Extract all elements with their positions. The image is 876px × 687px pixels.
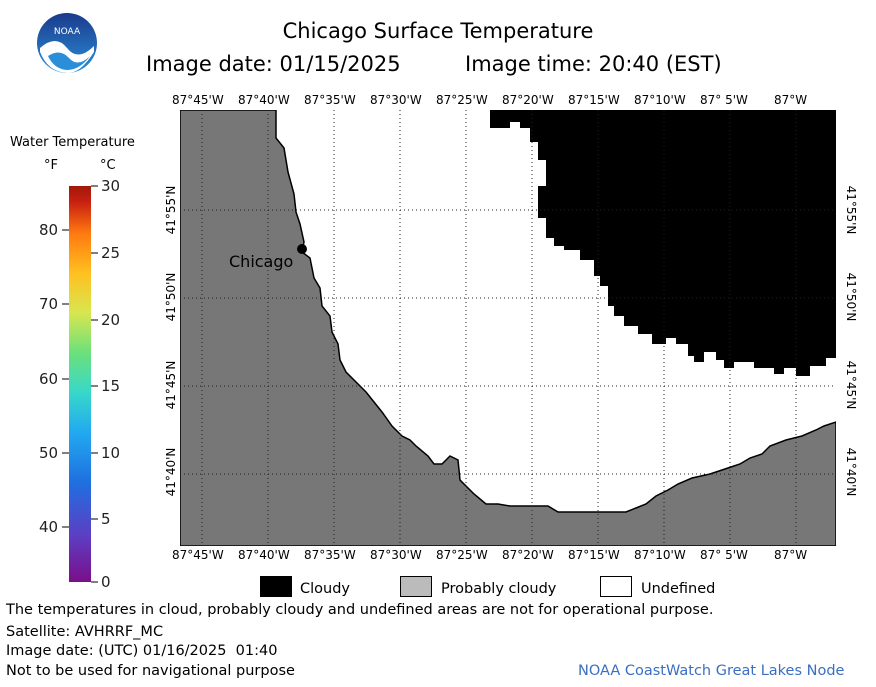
unit-celsius: °C: [100, 158, 116, 173]
lon-tick-bottom: 87°35'W: [304, 548, 356, 562]
lon-tick-bottom: 87°20'W: [502, 548, 554, 562]
map-title: Chicago Surface Temperature: [282, 19, 594, 43]
lat-tick-right: 41°50'N: [844, 272, 858, 322]
f-tick: 50: [39, 444, 59, 462]
lon-tick-top: 87° 5'W: [700, 93, 748, 107]
c-tick: 20: [101, 311, 121, 329]
city-label: Chicago: [229, 252, 294, 271]
lon-tick-top: 87°W: [774, 93, 808, 107]
cloudy-label: Cloudy: [300, 581, 350, 597]
satellite-label: Satellite: AVHRRF_MC: [6, 624, 164, 640]
nav-warning: Not to be used for navigational purpose: [6, 663, 295, 679]
probably-cloudy-label: Probably cloudy: [441, 581, 557, 597]
f-tick: 60: [39, 370, 59, 388]
image-date: Image date: 01/15/2025: [146, 52, 401, 76]
lon-tick-top: 87°40'W: [238, 93, 290, 107]
logo-text: NOAA: [54, 27, 81, 37]
lon-tick-top: 87°45'W: [172, 93, 224, 107]
lon-tick-bottom: 87°45'W: [172, 548, 224, 562]
utc-date: Image date: (UTC) 01/16/2025 01:40: [6, 643, 278, 659]
f-tick: 40: [39, 518, 59, 536]
c-tick: 10: [101, 444, 121, 462]
lon-tick-bottom: 87°40'W: [238, 548, 290, 562]
lon-tick-bottom: 87°30'W: [370, 548, 422, 562]
unit-fahrenheit: °F: [44, 158, 58, 173]
disclaimer: The temperatures in cloud, probably clou…: [6, 602, 714, 618]
land-area: [180, 110, 836, 546]
lon-tick-bottom: 87°W: [774, 548, 808, 562]
c-tick: 0: [101, 573, 111, 591]
lon-tick-bottom: 87°10'W: [634, 548, 686, 562]
lat-tick-left: 41°50'N: [164, 272, 178, 322]
temperature-map: [180, 110, 836, 546]
noaa-logo: NOAA: [37, 13, 97, 74]
f-tick: 70: [39, 295, 59, 313]
lat-tick-left: 41°40'N: [164, 447, 178, 497]
c-tick: 30: [101, 177, 121, 195]
lon-tick-top: 87°20'W: [502, 93, 554, 107]
cloudy-swatch: [260, 576, 292, 597]
c-tick: 25: [101, 244, 121, 262]
color-scale-bar: [69, 186, 91, 582]
lat-tick-left: 41°55'N: [164, 185, 178, 235]
undefined-label: Undefined: [641, 581, 716, 597]
lon-tick-top: 87°30'W: [370, 93, 422, 107]
lon-tick-top: 87°15'W: [568, 93, 620, 107]
cloudy-area: [490, 110, 836, 376]
lon-tick-bottom: 87°25'W: [436, 548, 488, 562]
legend-title: Water Temperature: [10, 135, 135, 150]
lat-tick-right: 41°55'N: [844, 185, 858, 235]
probably-cloudy-swatch: [400, 576, 432, 597]
chicago-marker: [297, 244, 307, 254]
c-tick: 5: [101, 510, 111, 528]
lat-tick-right: 41°45'N: [844, 360, 858, 410]
lon-tick-top: 87°25'W: [436, 93, 488, 107]
lon-tick-top: 87°10'W: [634, 93, 686, 107]
lat-tick-right: 41°40'N: [844, 447, 858, 497]
lat-tick-left: 41°45'N: [164, 360, 178, 410]
credit-link[interactable]: NOAA CoastWatch Great Lakes Node: [578, 663, 845, 679]
graticule: [180, 110, 836, 546]
c-tick: 15: [101, 377, 121, 395]
lon-tick-top: 87°35'W: [304, 93, 356, 107]
undefined-swatch: [600, 576, 632, 597]
lon-tick-bottom: 87° 5'W: [700, 548, 748, 562]
lon-tick-bottom: 87°15'W: [568, 548, 620, 562]
image-time: Image time: 20:40 (EST): [465, 52, 722, 76]
scale-ticks: [62, 185, 98, 583]
f-tick: 80: [39, 221, 59, 239]
